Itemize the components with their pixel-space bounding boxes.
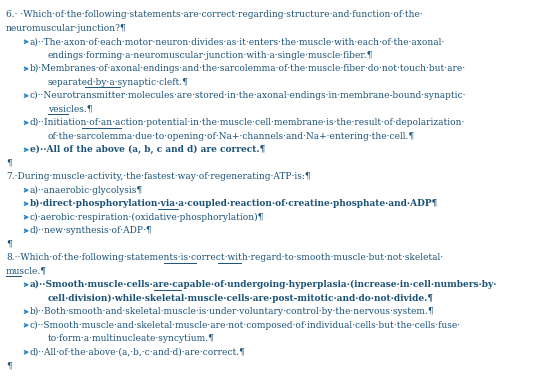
Text: to·form·a·multinucleate·syncytium.¶: to·form·a·multinucleate·syncytium.¶ (48, 334, 215, 343)
Text: vesicles.¶: vesicles.¶ (48, 105, 93, 114)
Text: c)··Smooth·muscle·and·skeletal·muscle·are·not·composed·of·individual·cells·but·t: c)··Smooth·muscle·and·skeletal·muscle·ar… (30, 320, 461, 330)
Text: 8.··Which·of·the·following·statements·is·correct·with·regard·to·smooth·muscle·bu: 8.··Which·of·the·following·statements·is… (6, 253, 443, 262)
Text: neuromuscular·junction?¶: neuromuscular·junction?¶ (6, 24, 127, 33)
Text: d)··Initiation·of·an·action·potential·in·the·muscle·cell·membrane·is·the·result·: d)··Initiation·of·an·action·potential·in… (30, 118, 466, 127)
Text: 7.·During·muscle·activity,·the·fastest·way·of·regenerating·ATP·is:¶: 7.·During·muscle·activity,·the·fastest·w… (6, 172, 311, 181)
Text: separated·by·a·synaptic·cleft.¶: separated·by·a·synaptic·cleft.¶ (48, 78, 189, 87)
Text: a)··anaerobic·glycolysis¶: a)··anaerobic·glycolysis¶ (30, 186, 143, 195)
Text: ¶: ¶ (6, 240, 12, 249)
Text: b)·Membranes·of·axonal·endings·and·the·sarcolemma·of·the·muscle·fiber·do·not·tou: b)·Membranes·of·axonal·endings·and·the·s… (30, 64, 466, 73)
Text: ¶: ¶ (6, 361, 12, 370)
Text: d)··All·of·the·above·(a,·b,·c·and·d)·are·correct.¶: d)··All·of·the·above·(a,·b,·c·and·d)·are… (30, 348, 246, 357)
Text: c)··Neurotransmitter·molecules·are·stored·in·the·axonal·endings·in·membrane-boun: c)··Neurotransmitter·molecules·are·store… (30, 91, 467, 100)
Text: of·the·sarcolemma·due·to·opening·of·Na+·channels·and·Na+·entering·the·cell.¶: of·the·sarcolemma·due·to·opening·of·Na+·… (48, 132, 415, 141)
Text: b)·direct·phosphorylation·via·a·coupled·reaction·of·creatine·phosphate·and·ADP¶: b)·direct·phosphorylation·via·a·coupled·… (30, 199, 438, 208)
Text: e)··All of the above (a, b, c and d) are correct.¶: e)··All of the above (a, b, c and d) are… (30, 145, 266, 154)
Text: b)··Both·smooth·and·skeletal·muscle·is·under·voluntary·control·by·the·nervous·sy: b)··Both·smooth·and·skeletal·muscle·is·u… (30, 307, 435, 316)
Text: a)··Smooth·muscle·cells·are·capable·of·undergoing·hyperplasia·(increase·in·cell·: a)··Smooth·muscle·cells·are·capable·of·u… (30, 280, 498, 289)
Text: c)·aerobic·respiration·(oxidative·phosphorylation)¶: c)·aerobic·respiration·(oxidative·phosph… (30, 213, 264, 222)
Text: a)··The·axon·of·each·motor·neuron·divides·as·it·enters·the·muscle·with·each·of·t: a)··The·axon·of·each·motor·neuron·divide… (30, 37, 446, 46)
Text: cell·division)·while·skeletal·muscle·cells·are·post-mitotic·and·do·not·divide.¶: cell·division)·while·skeletal·muscle·cel… (48, 294, 434, 303)
Text: endings·forming·a·neuromuscular·junction·with·a·single·muscle·fiber.¶: endings·forming·a·neuromuscular·junction… (48, 51, 373, 60)
Text: muscle.¶: muscle.¶ (6, 267, 47, 276)
Text: ¶: ¶ (6, 159, 12, 168)
Text: 6.· ·Which·of·the·following·statements·are·correct·regarding·structure·and·funct: 6.· ·Which·of·the·following·statements·a… (6, 10, 423, 19)
Text: d)··new·synthesis·of·ADP·¶: d)··new·synthesis·of·ADP·¶ (30, 226, 153, 235)
